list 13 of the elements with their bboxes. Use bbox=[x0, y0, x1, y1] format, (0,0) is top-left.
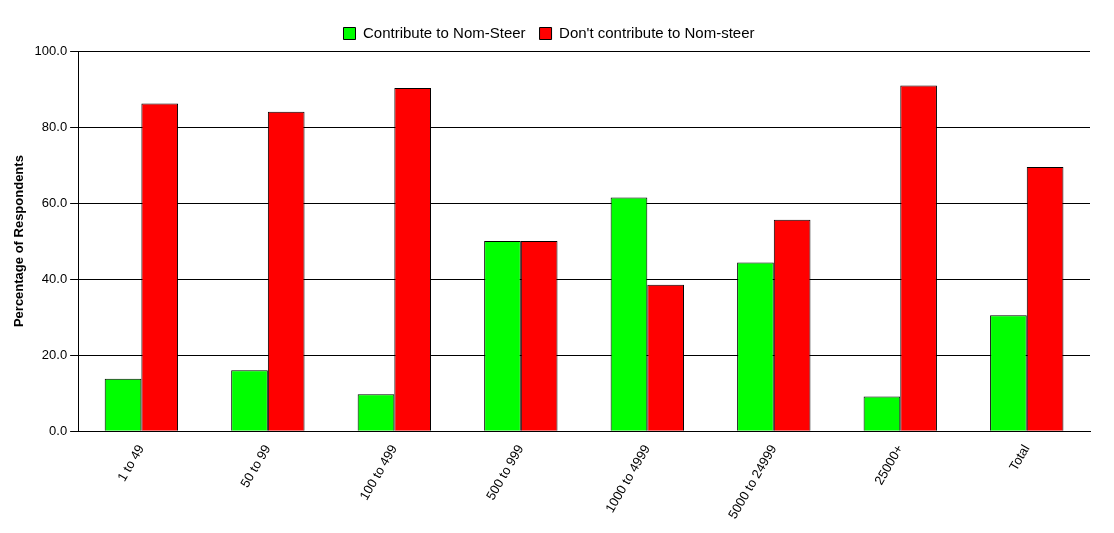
y-tick-label: 40.0 bbox=[41, 270, 68, 286]
y-tick-label: 20.0 bbox=[41, 346, 68, 362]
y-axis-title: Percentage of Respondents bbox=[11, 155, 27, 328]
y-tick-label: 60.0 bbox=[41, 194, 68, 210]
y-tick-label: 80.0 bbox=[41, 118, 68, 134]
x-tick-label: 500 to 999 bbox=[482, 441, 527, 503]
y-tick-label: 0.0 bbox=[49, 422, 68, 438]
x-tick-label: 1 to 49 bbox=[114, 441, 148, 484]
y-tick-label: 100.0 bbox=[34, 42, 68, 58]
x-tick-label: 50 to 99 bbox=[237, 441, 274, 491]
legend-label: Contribute to Nom-Steer bbox=[362, 23, 526, 41]
legend-label: Don't contribute to Nom-steer bbox=[559, 23, 755, 41]
x-tick-label: 100 to 499 bbox=[356, 441, 401, 503]
